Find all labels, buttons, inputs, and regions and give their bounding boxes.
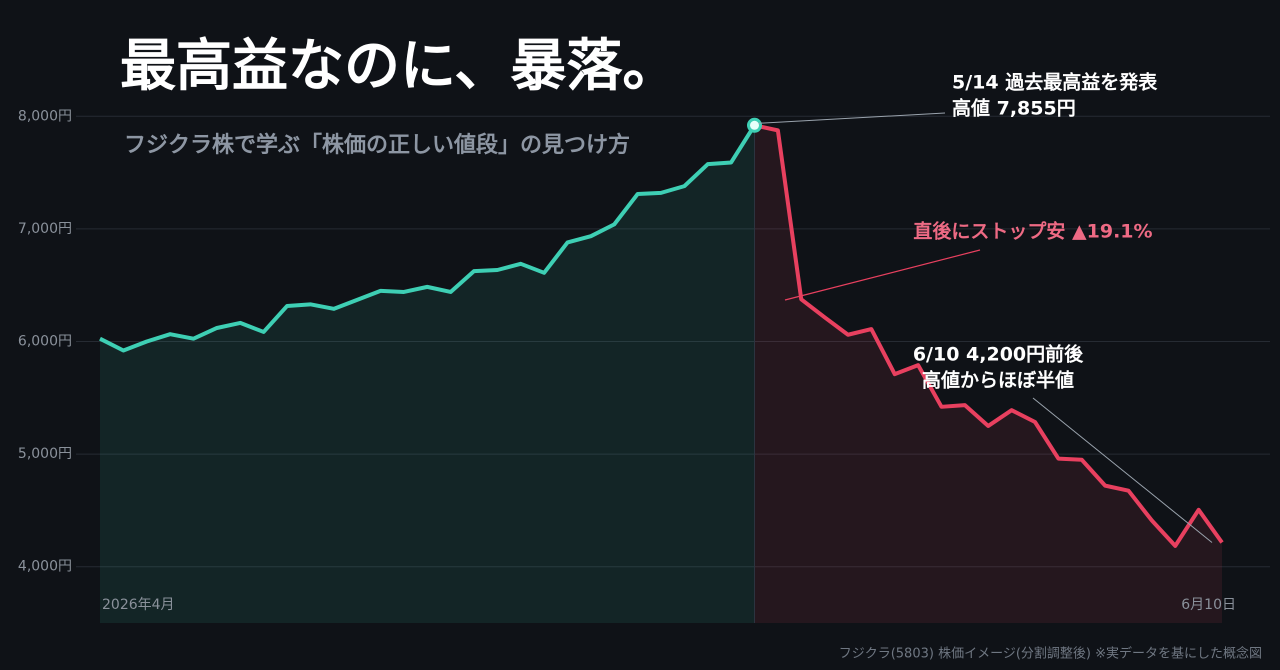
x-tick-label: 6月10日 [1181,597,1236,613]
x-tick-label: 2026年4月 [102,597,175,613]
leader-line [784,249,981,301]
annotation: 高値 7,855円 [952,97,1076,120]
line-series [99,124,757,353]
leader-line [758,112,946,124]
y-tick-label: 6,000円 [18,334,72,350]
y-tick-label: 5,000円 [18,446,72,462]
y-tick-label: 8,000円 [18,108,72,124]
annotation: 高値からほぼ半値 [922,369,1074,392]
annotation: 6/10 4,200円前後 [913,343,1084,366]
chart-title: 最高益なのに、暴落。 [120,34,678,99]
annotation: 5/14 過去最高益を発表 [952,71,1158,94]
leader-line [1032,397,1213,543]
annotation: 直後にストップ安 ▲19.1% [913,220,1152,243]
y-tick-label: 4,000円 [18,559,72,575]
footnote: フジクラ(5803) 株価イメージ(分割調整後) ※実データを基にした概念図 [839,646,1262,662]
area [100,125,755,624]
chart-subtitle: フジクラ株で学ぶ「株価の正しい値段」の見つけ方 [124,132,630,158]
area [754,125,1222,624]
line-series [754,123,1224,548]
y-tick-label: 7,000円 [18,221,72,237]
peak-marker [747,117,762,133]
